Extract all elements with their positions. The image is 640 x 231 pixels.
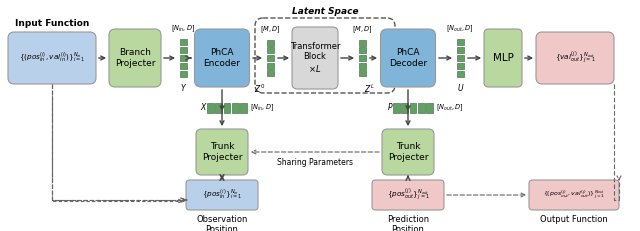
Text: $\{pos_{in}^{(i)}\}_{i=1}^{N_{in}}$: $\{pos_{in}^{(i)}\}_{i=1}^{N_{in}}$	[202, 188, 242, 202]
Bar	[426, 103, 433, 113]
Bar	[215, 103, 222, 113]
Bar	[456, 71, 463, 77]
Text: $\{pos_{out}^{(j)}\}_{j=1}^{N_{out}}$: $\{pos_{out}^{(j)}\}_{j=1}^{N_{out}}$	[387, 187, 429, 203]
Bar	[456, 47, 463, 53]
FancyBboxPatch shape	[381, 29, 435, 87]
Text: Trunk
Projecter: Trunk Projecter	[388, 142, 428, 162]
FancyBboxPatch shape	[529, 180, 619, 210]
Bar	[241, 103, 247, 113]
Bar	[358, 63, 365, 69]
Bar	[266, 70, 273, 76]
Bar	[266, 63, 273, 69]
Bar	[179, 39, 186, 45]
Text: MLP: MLP	[493, 53, 513, 63]
Bar	[207, 103, 214, 113]
Text: $\{(pos_{out}^{(j)}, val_{out}^{(j)})\}_{j=1}^{N_{out}}$: $\{(pos_{out}^{(j)}, val_{out}^{(j)})\}_…	[543, 188, 605, 201]
FancyBboxPatch shape	[195, 29, 250, 87]
Text: Input Function: Input Function	[15, 19, 89, 28]
Bar	[232, 103, 239, 113]
Text: Trunk
Projecter: Trunk Projecter	[202, 142, 243, 162]
Bar	[179, 47, 186, 53]
Text: Latent Space: Latent Space	[292, 7, 358, 16]
Bar	[456, 63, 463, 69]
FancyBboxPatch shape	[292, 27, 338, 89]
Text: $\{(pos_{in}^{(i)}, val_{in}^{(i)})\}_{i=1}^{N_{in}}$: $\{(pos_{in}^{(i)}, val_{in}^{(i)})\}_{i…	[19, 51, 85, 65]
FancyBboxPatch shape	[196, 129, 248, 175]
Text: Output Function: Output Function	[540, 215, 608, 224]
FancyBboxPatch shape	[8, 32, 96, 84]
Text: X: X	[201, 103, 206, 112]
Bar	[223, 103, 230, 113]
FancyBboxPatch shape	[536, 32, 614, 84]
Bar	[358, 40, 365, 46]
Text: $[M, D]$: $[M, D]$	[260, 24, 280, 35]
Text: Prediction
Position: Prediction Position	[387, 215, 429, 231]
Text: Branch
Projecter: Branch Projecter	[115, 48, 156, 68]
Text: $Z^L$: $Z^L$	[364, 83, 375, 95]
Text: $[N_{in}, D]$: $[N_{in}, D]$	[250, 103, 275, 113]
Text: $[N_{out}, D]$: $[N_{out}, D]$	[436, 103, 464, 113]
Bar	[401, 103, 408, 113]
Bar	[456, 55, 463, 61]
Text: Transformer
Block
$\times L$: Transformer Block $\times L$	[290, 42, 340, 74]
Bar	[410, 103, 417, 113]
Text: $[M, D]$: $[M, D]$	[351, 24, 372, 35]
Text: PhCA
Decoder: PhCA Decoder	[389, 48, 427, 68]
Bar	[456, 39, 463, 45]
Bar	[179, 63, 186, 69]
Bar	[266, 40, 273, 46]
FancyBboxPatch shape	[186, 180, 258, 210]
Text: $[N_{out}, D]$: $[N_{out}, D]$	[446, 24, 474, 34]
Bar	[358, 70, 365, 76]
Bar	[266, 47, 273, 53]
Text: PhCA
Encoder: PhCA Encoder	[204, 48, 241, 68]
Text: Observation
Position: Observation Position	[196, 215, 248, 231]
Text: $[N_{in}, D]$: $[N_{in}, D]$	[171, 24, 195, 34]
FancyBboxPatch shape	[109, 29, 161, 87]
Bar	[393, 103, 399, 113]
Bar	[179, 71, 186, 77]
Text: Sharing Parameters: Sharing Parameters	[277, 158, 353, 167]
Text: U: U	[457, 84, 463, 93]
Bar	[358, 47, 365, 53]
FancyBboxPatch shape	[484, 29, 522, 87]
Text: P: P	[387, 103, 392, 112]
Text: $Z^0$: $Z^0$	[254, 83, 265, 95]
Bar	[358, 55, 365, 61]
FancyBboxPatch shape	[382, 129, 434, 175]
Text: Y: Y	[180, 84, 186, 93]
Text: $\{val_{out}^{(j)}\}_{j=1}^{N_{out}}$: $\{val_{out}^{(j)}\}_{j=1}^{N_{out}}$	[555, 50, 595, 66]
Bar	[418, 103, 425, 113]
Bar	[179, 55, 186, 61]
Bar	[266, 55, 273, 61]
FancyBboxPatch shape	[372, 180, 444, 210]
